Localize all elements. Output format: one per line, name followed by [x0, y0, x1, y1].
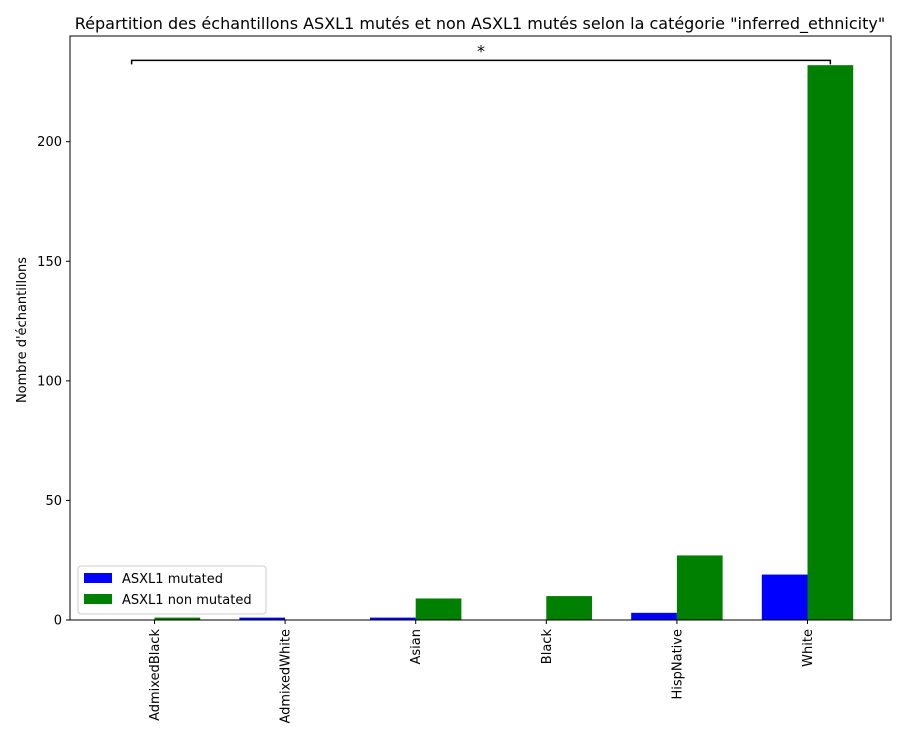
- bar-asxl1-mutated-asian: [370, 617, 416, 620]
- x-tick-label-admixedblack: AdmixedBlack: [148, 629, 163, 721]
- y-tick-label-50: 50: [45, 494, 62, 509]
- bar-asxl1-non-mutated-asian: [415, 598, 462, 620]
- bar-asxl1-mutated-white: [761, 574, 808, 620]
- significance-label: *: [477, 41, 485, 60]
- legend-label-asxl1-non-mutated: ASXL1 non mutated: [122, 593, 252, 608]
- y-axis-label: Nombre d'échantillons: [15, 257, 30, 403]
- y-tick-label-200: 200: [37, 135, 62, 150]
- bar-asxl1-non-mutated-black: [546, 596, 592, 620]
- chart-title: Répartition des échantillons ASXL1 mutés…: [75, 14, 885, 34]
- legend-label-asxl1-mutated: ASXL1 mutated: [122, 572, 223, 587]
- bar-asxl1-mutated-admixedwhite: [239, 617, 286, 620]
- annotation-layer: *: [130, 41, 832, 65]
- x-tick-label-white: White: [801, 629, 816, 667]
- bar-asxl1-mutated-hispnative: [631, 612, 677, 620]
- plot-frame: [69, 35, 892, 621]
- bar-asxl1-non-mutated-hispnative: [676, 555, 723, 620]
- legend-swatch-asxl1-non-mutated: [84, 594, 112, 604]
- significance-bracket: [130, 59, 832, 65]
- x-tick-label-asian: Asian: [409, 629, 424, 664]
- legend-swatch-asxl1-mutated: [84, 573, 112, 583]
- x-tick-label-hispnative: HispNative: [670, 629, 685, 700]
- legend-box: [77, 565, 267, 615]
- x-tick-label-admixedwhite: AdmixedWhite: [279, 629, 294, 724]
- bars-layer: [154, 65, 854, 620]
- y-tick-label-150: 150: [37, 255, 62, 270]
- y-tick-label-100: 100: [37, 374, 62, 389]
- x-tick-label-black: Black: [540, 629, 555, 665]
- axes-layer: 0 50 100 150 200 AdmixedBlack AdmixedWhite Asia…: [37, 35, 892, 724]
- y-tick-label-0: 0: [54, 614, 62, 629]
- legend: ASXL1 mutated ASXL1 non mutated: [77, 565, 267, 615]
- bar-asxl1-non-mutated-admixedblack: [154, 617, 201, 620]
- bar-asxl1-non-mutated-white: [807, 65, 854, 620]
